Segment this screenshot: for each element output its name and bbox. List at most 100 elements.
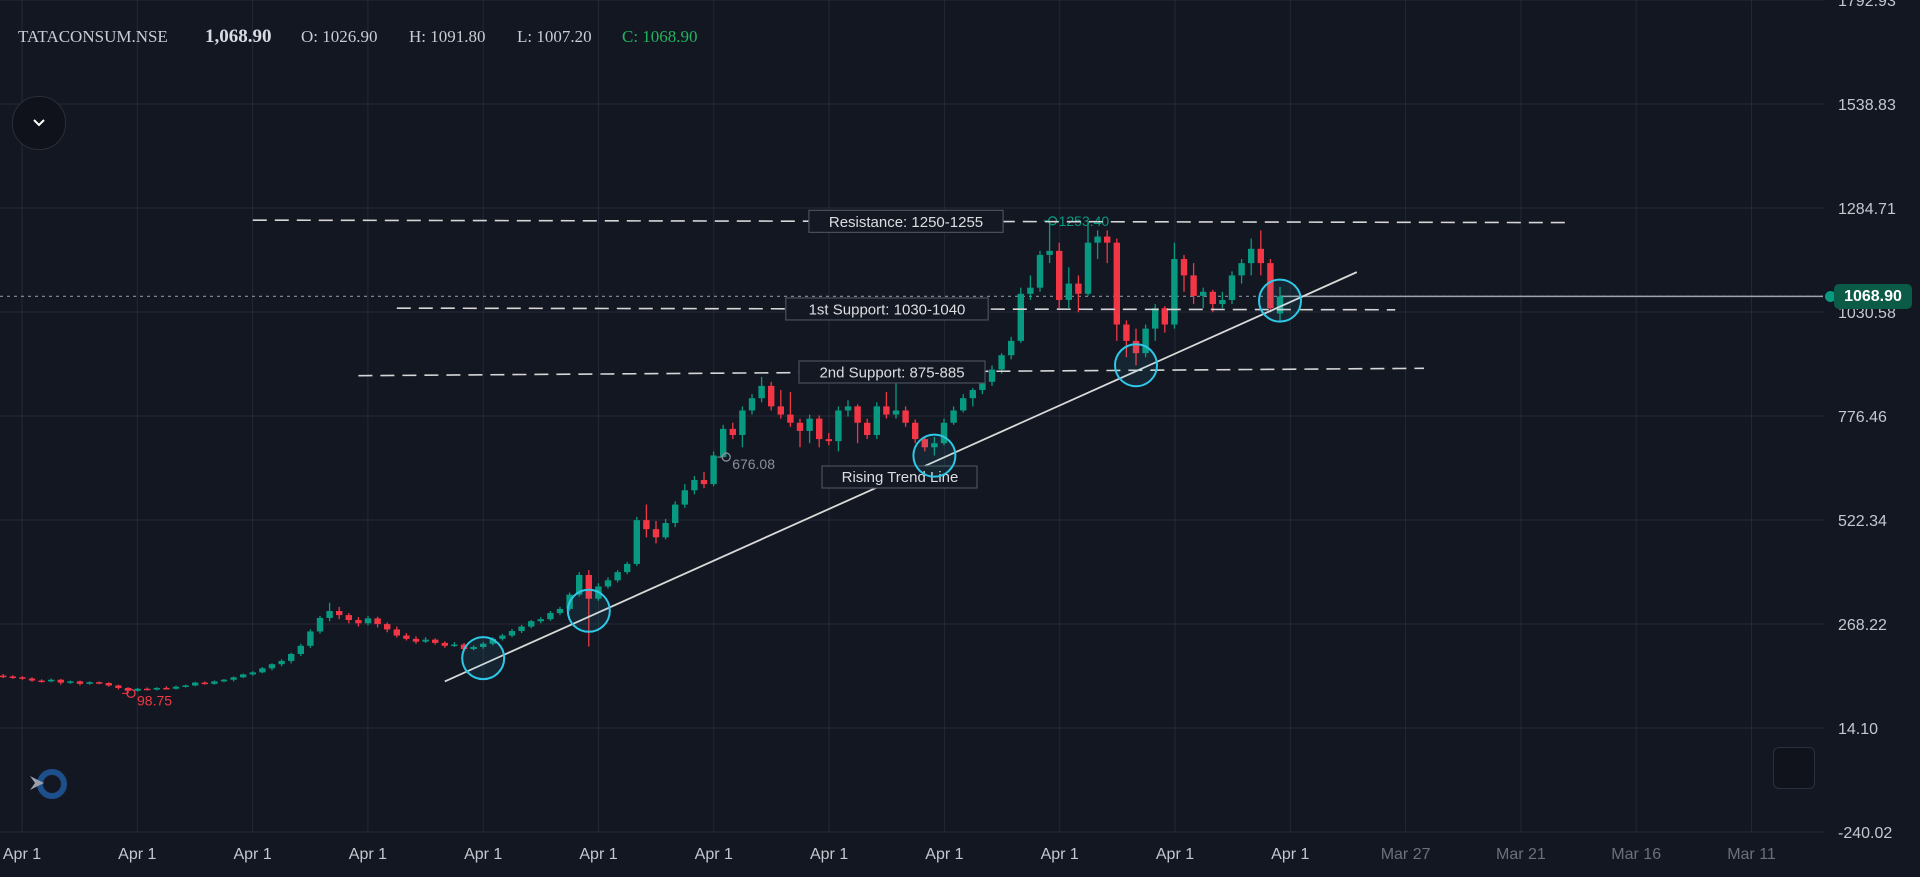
y-tick-label: 14.10 [1838, 721, 1878, 738]
candle-body [134, 688, 141, 691]
candle [480, 642, 487, 649]
candle-body [662, 523, 669, 538]
collapse-legend-button[interactable] [12, 96, 66, 150]
x-tick-label: Apr 1 [118, 846, 156, 863]
candle [556, 606, 564, 616]
candle-body [1267, 263, 1274, 309]
candle [1219, 291, 1226, 309]
candle-body [921, 439, 928, 448]
candle-body [460, 644, 468, 650]
candle-body [854, 406, 861, 423]
candle [940, 418, 948, 446]
candle-body [873, 406, 880, 436]
level-label-box [785, 297, 989, 321]
candle [1276, 286, 1284, 322]
candle-body [316, 617, 324, 632]
candle [1228, 271, 1236, 305]
candle [585, 570, 592, 647]
candle [1036, 250, 1044, 292]
candle-body [624, 563, 631, 573]
candle-body [739, 410, 746, 436]
candle [931, 437, 938, 456]
candle [211, 680, 218, 685]
candle-body [998, 355, 1005, 370]
candle [412, 636, 420, 644]
candle [1171, 242, 1178, 329]
candle-body [470, 647, 477, 650]
candle [1123, 320, 1130, 358]
candle [1190, 263, 1197, 305]
candle-body [489, 638, 496, 644]
settings-square-button[interactable] [1773, 747, 1815, 789]
candle-body [1171, 259, 1178, 325]
candle-body [1065, 283, 1072, 300]
last-price-dot [1825, 291, 1836, 302]
candle [230, 676, 237, 682]
touch-point-circle [566, 588, 611, 633]
candle-body [1228, 275, 1236, 300]
candle-body [412, 638, 420, 642]
candle-body [38, 680, 45, 683]
candle [1017, 287, 1024, 343]
candle-body [931, 443, 938, 448]
candle [604, 577, 612, 589]
candle [19, 676, 26, 680]
candle-body [537, 619, 544, 622]
candle-body [1200, 291, 1207, 296]
tradingview-logo-icon[interactable] [30, 766, 70, 802]
candle-body [518, 626, 525, 632]
y-tick-label: 522.34 [1838, 513, 1887, 530]
candle-body [297, 645, 304, 654]
x-tick-label: Mar 16 [1611, 846, 1661, 863]
x-tick-label: Apr 1 [810, 846, 848, 863]
candle [499, 633, 506, 641]
candle-body [384, 624, 391, 630]
x-tick-label: Apr 1 [1271, 846, 1309, 863]
touch-point-circle [1114, 343, 1158, 388]
candle [393, 626, 400, 638]
candle [710, 451, 717, 487]
candle-body [326, 610, 333, 618]
candle-body [1219, 299, 1226, 305]
y-tick-label: -240.02 [1838, 825, 1892, 842]
candle-body [556, 608, 564, 614]
candle [700, 471, 708, 489]
candle [172, 685, 180, 690]
candle-body [1257, 248, 1264, 264]
symbol-name[interactable]: TATACONSUM.NSE [18, 27, 168, 46]
candle-body [336, 610, 343, 616]
candle [1065, 267, 1072, 309]
candle [988, 365, 996, 386]
marker-circle [721, 452, 731, 462]
candle-body [883, 406, 890, 415]
candle-body [720, 428, 727, 458]
candle [1238, 259, 1245, 284]
candle-body [172, 686, 180, 689]
candle [432, 638, 439, 645]
candle [864, 418, 871, 440]
candle [729, 422, 736, 440]
candle [1152, 304, 1159, 341]
level-label: Resistance: 1250-1255 [829, 214, 983, 231]
candle-body [1113, 242, 1120, 325]
candle-body [691, 480, 698, 491]
candle [67, 680, 74, 684]
candle [288, 652, 295, 664]
candle [1257, 230, 1264, 276]
candle [1267, 259, 1274, 313]
candle [806, 414, 813, 444]
candle [1161, 306, 1168, 333]
candle [345, 613, 352, 624]
x-tick-label: Apr 1 [1156, 846, 1194, 863]
candle-body [1084, 242, 1092, 294]
x-tick-label: Apr 1 [1041, 846, 1079, 863]
candle-body [806, 418, 813, 431]
candle [163, 686, 170, 690]
candle-body [777, 406, 784, 415]
candle [787, 392, 794, 427]
candle-body [105, 683, 112, 686]
candle [662, 518, 669, 540]
trend-line-label: Rising Trend Line [842, 469, 959, 486]
candle-body [796, 422, 804, 431]
